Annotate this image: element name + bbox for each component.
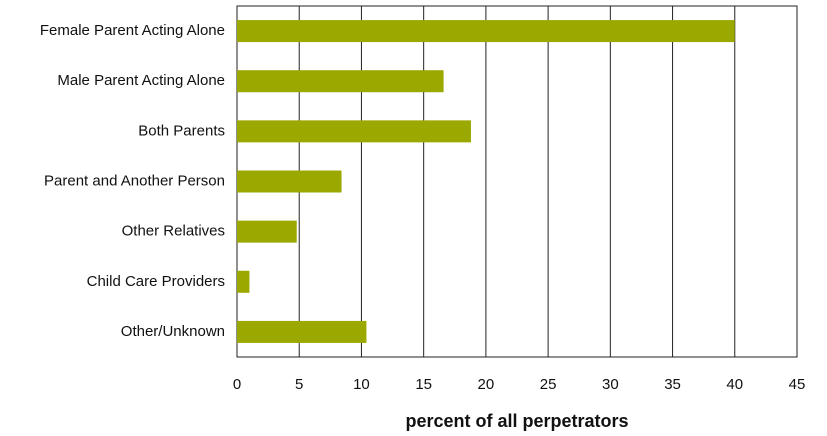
- x-tick-label: 40: [726, 376, 743, 393]
- bar: [237, 120, 471, 143]
- y-tick-label: Parent and Another Person: [44, 172, 225, 189]
- x-tick-label: 20: [478, 376, 495, 393]
- y-tick-label: Other/Unknown: [121, 323, 225, 340]
- x-axis-title: percent of all perpetrators: [405, 411, 628, 431]
- x-tick-label: 45: [789, 376, 806, 393]
- bar: [237, 20, 735, 43]
- y-tick-label: Both Parents: [138, 122, 225, 139]
- y-tick-label: Female Parent Acting Alone: [40, 22, 225, 39]
- x-tick-label: 35: [664, 376, 681, 393]
- y-tick-label: Other Relatives: [122, 223, 225, 240]
- x-tick-label: 10: [353, 376, 370, 393]
- y-tick-label: Male Parent Acting Alone: [57, 72, 225, 89]
- bar: [237, 70, 444, 93]
- bar: [237, 170, 342, 193]
- bar: [237, 220, 297, 243]
- y-tick-label: Child Care Providers: [87, 273, 225, 290]
- x-tick-label: 25: [540, 376, 557, 393]
- x-tick-label: 15: [415, 376, 432, 393]
- x-tick-label: 5: [295, 376, 303, 393]
- bar: [237, 270, 250, 293]
- x-tick-label: 30: [602, 376, 619, 393]
- bar: [237, 320, 367, 343]
- x-tick-label: 0: [233, 376, 241, 393]
